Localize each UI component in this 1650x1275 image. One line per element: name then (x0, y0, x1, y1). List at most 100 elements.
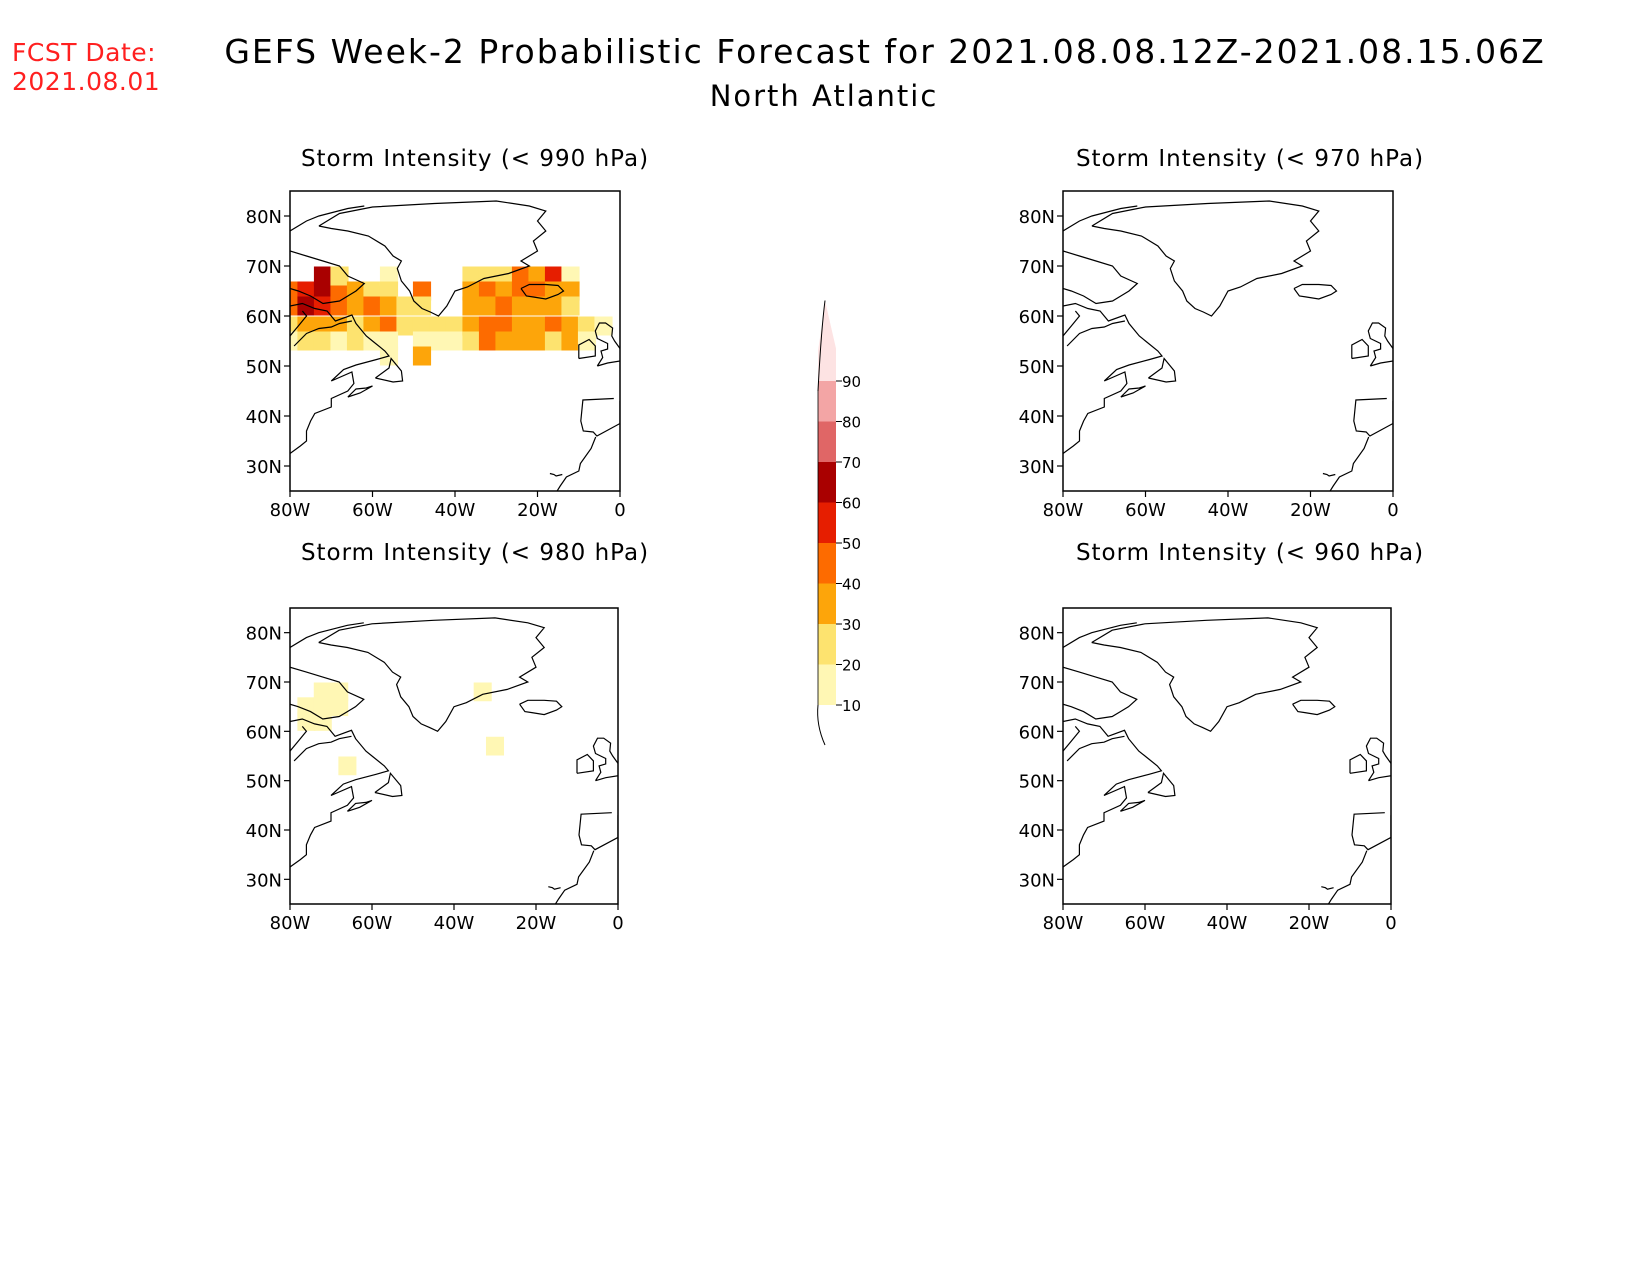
lon-tick-label: 20W (1290, 500, 1331, 521)
probability-cell (462, 281, 481, 301)
colorbar-swatch (818, 543, 836, 584)
lat-tick-label: 40N (246, 821, 282, 842)
coastline-uk (1367, 322, 1393, 367)
lat-tick-label: 30N (1019, 457, 1055, 478)
coastline-baffin (290, 250, 366, 305)
lat-tick-label: 80N (246, 207, 282, 228)
colorbar-label: 50 (842, 535, 861, 553)
coastline-greenland (318, 200, 547, 317)
coastline-africa (556, 436, 597, 491)
coastline-uk (594, 322, 620, 367)
lon-tick-label: 60W (352, 500, 393, 521)
probability-cell (313, 697, 332, 717)
probability-cell (462, 296, 481, 316)
probability-cell (290, 281, 300, 301)
colorbar: 10 20 30 40 50 60 70 80 90 (817, 300, 861, 746)
probability-cell (594, 316, 613, 336)
probability-cell (346, 331, 366, 351)
coastline-canaries (549, 472, 563, 477)
probability-cell (363, 316, 382, 336)
probability-cell (473, 682, 492, 702)
coastline-iceland (1293, 283, 1338, 300)
probability-cell (363, 281, 382, 301)
coastline-novascotia (346, 799, 373, 812)
lat-tick-label: 40N (1019, 407, 1055, 428)
fcst-date-label: FCST Date: (12, 38, 157, 67)
region-title: North Atlantic (709, 79, 939, 113)
lat-tick-label: 80N (1019, 207, 1055, 228)
coastline-hudson_south (290, 726, 308, 752)
panel-title: Storm Intensity (< 970 hPa) (1076, 146, 1424, 172)
main-title: GEFS Week-2 Probabilistic Forecast for 2… (224, 32, 1546, 71)
coastline-iceland (519, 699, 563, 716)
coastline-norway (1414, 266, 1476, 321)
coastline-uk (1365, 737, 1391, 782)
probability-cell (297, 712, 316, 731)
colorbar-label: 30 (842, 616, 861, 634)
colorbar-label: 40 (842, 576, 861, 594)
lon-tick-label: 80W (1043, 913, 1084, 934)
map-plot-area (290, 200, 620, 491)
probability-cell (290, 331, 300, 351)
lat-tick-label: 50N (1019, 357, 1055, 378)
lon-tick-label: 80W (270, 500, 311, 521)
probability-cell (544, 316, 564, 336)
colorbar-swatch (818, 381, 836, 422)
probability-cell (297, 331, 316, 351)
map-plot-area (1063, 617, 1391, 904)
lon-tick-label: 0 (1385, 913, 1396, 934)
lon-tick-label: 0 (614, 500, 625, 521)
map-panel-1: Storm Intensity (< 990 hPa) 80N 70N 60N 50N 4… (246, 146, 648, 521)
probability-cell (379, 316, 399, 336)
coastline-baffin (1063, 666, 1138, 720)
map-frame (289, 607, 619, 905)
probability-cell (338, 756, 357, 776)
probability-cell (330, 331, 349, 351)
lat-tick-label: 50N (246, 357, 282, 378)
lat-tick-label: 80N (1019, 624, 1055, 645)
probability-cell (495, 316, 514, 336)
map-panel-2: Storm Intensity (< 970 hPa) 80N 70N 60N 50N 4… (1019, 146, 1476, 521)
probability-cell (544, 331, 564, 351)
coastline-quebec_inner (1066, 735, 1125, 762)
lat-tick-label: 60N (246, 307, 282, 328)
probability-cell (478, 331, 498, 351)
coastline-baffin (290, 666, 365, 720)
map-panel-3: Storm Intensity (< 980 hPa) 80N 70N 60N 50N 4… (246, 540, 648, 934)
coastline-labrador (290, 718, 390, 868)
fcst-date-block: FCST Date: 2021.08.01 (12, 38, 160, 96)
probability-cell (396, 316, 415, 336)
probability-cell (462, 266, 481, 286)
coastline-quebec_inner (1066, 320, 1126, 347)
probability-cell (313, 266, 333, 286)
probability-cell (511, 296, 531, 316)
coastline-ellesmere (290, 205, 365, 232)
lon-tick-label: 0 (612, 913, 623, 934)
probability-cell (429, 316, 448, 336)
lat-tick-label: 80N (246, 624, 282, 645)
coastline-newfoundland (374, 771, 403, 798)
probability-cell (577, 316, 597, 336)
probability-cell (412, 346, 432, 366)
probability-cell (379, 296, 399, 316)
lat-tick-label: 60N (1019, 307, 1055, 328)
lat-tick-label: 30N (246, 870, 282, 891)
coastline-baffin (1063, 250, 1139, 305)
probability-cell (412, 331, 432, 351)
map-frame (1062, 607, 1392, 905)
colorbar-swatch (818, 462, 836, 503)
coastline-africa (1329, 436, 1370, 491)
coastline-ellesmere (290, 622, 364, 649)
lat-tick-label: 70N (246, 257, 282, 278)
probability-cell (313, 331, 333, 351)
coastline-novascotia (1120, 385, 1146, 398)
coastline-quebec_inner (293, 320, 353, 347)
probability-cell (528, 281, 547, 301)
coastline-quebec_inner (293, 735, 352, 762)
probability-cell (478, 316, 498, 336)
probability-cell (330, 697, 349, 717)
probability-cell (330, 296, 349, 316)
probability-cell (561, 316, 580, 336)
probability-cell (528, 296, 547, 316)
